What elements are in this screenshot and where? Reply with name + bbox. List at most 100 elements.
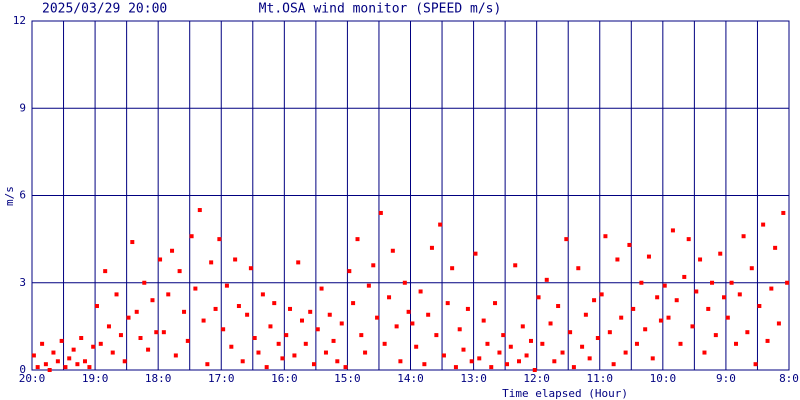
data-point [725,315,730,320]
y-tick-label: 0 [19,363,26,376]
data-point [517,359,522,364]
data-point [548,321,553,326]
data-point [702,350,707,355]
data-point [639,280,644,285]
data-point [426,312,431,317]
data-point [634,341,639,346]
data-point [351,301,356,306]
data-point [193,286,198,291]
data-point [268,324,273,329]
data-point [583,312,588,317]
data-point [650,356,655,361]
data-point [387,295,392,300]
data-point [35,365,40,370]
data-point [469,359,474,364]
data-point [142,280,147,285]
data-point [528,338,533,343]
data-point [158,257,163,262]
data-point [508,344,513,349]
data-point [718,251,723,256]
data-point [213,306,218,311]
data-point [402,280,407,285]
data-point [722,295,727,300]
data-point [450,266,455,271]
x-tick-label: 9:0 [716,372,736,385]
data-point [686,237,691,242]
data-point [513,263,518,268]
data-point [146,347,151,352]
data-point [47,368,52,372]
data-point [631,306,636,311]
data-point [82,359,87,364]
data-point [611,362,616,367]
data-point [43,362,48,367]
data-point [299,318,304,323]
y-tick-label: 9 [19,101,26,114]
data-point [335,359,340,364]
data-point [595,336,600,341]
data-point [785,280,790,285]
data-point [473,251,478,256]
data-point [375,315,380,320]
data-point [126,315,131,320]
data-point [103,269,108,274]
data-point [280,356,285,361]
data-point [189,234,194,239]
data-point [284,333,289,338]
data-point [59,338,64,343]
data-point [414,344,419,349]
data-point [453,365,458,370]
data-point [623,350,628,355]
x-tick-label: 19:0 [82,372,109,385]
data-point [710,280,715,285]
x-tick-label: 8:0 [779,372,799,385]
data-point [114,292,119,297]
data-point [31,353,36,358]
chart-subtitle: 2025/03/29 20:00 [42,2,167,17]
data-point [71,347,76,352]
data-point [422,362,427,367]
data-point [319,286,324,291]
y-tick-label: 12 [13,14,26,27]
data-point [418,289,423,294]
x-tick-label: 11:0 [587,372,614,385]
data-point [406,309,411,314]
data-point [592,298,597,303]
x-tick-label: 10:0 [650,372,677,385]
data-point [382,341,387,346]
data-point [615,257,620,262]
data-point [607,330,612,335]
data-point [256,350,261,355]
data-point [580,344,585,349]
data-point [177,269,182,274]
data-point [749,266,754,271]
data-point [643,327,648,332]
data-point [655,295,660,300]
data-point [434,333,439,338]
data-point [150,298,155,303]
data-point [63,365,68,370]
data-point [485,341,490,346]
data-point [481,318,486,323]
data-point [465,306,470,311]
data-point [240,359,245,364]
data-point [205,362,210,367]
data-point [331,338,336,343]
data-point [224,283,229,288]
data-point [170,248,175,253]
data-point [209,260,214,265]
data-point [587,356,592,361]
data-point [221,327,226,332]
data-point [355,237,360,242]
data-point [678,341,683,346]
x-tick-label: 12:0 [523,372,550,385]
data-point [91,344,96,349]
data-point [713,333,718,338]
data-point [118,333,123,338]
data-point [599,292,604,297]
data-point [296,260,301,265]
data-point [55,359,60,364]
data-point [666,315,671,320]
